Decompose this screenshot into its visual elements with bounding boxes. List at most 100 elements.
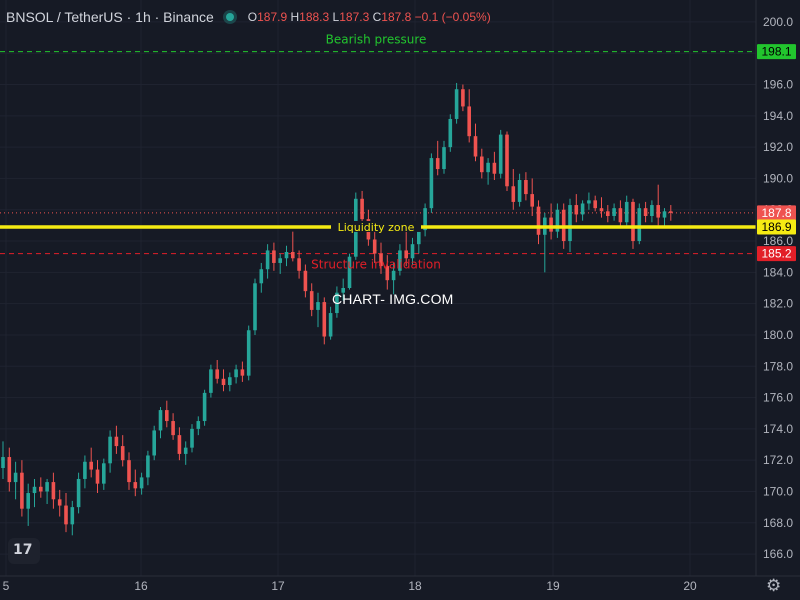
candle[interactable] [448,114,453,152]
candle[interactable] [278,253,282,274]
candle[interactable] [517,173,522,207]
candle[interactable] [32,478,37,508]
candle[interactable] [385,255,390,290]
candle[interactable] [303,264,308,298]
candle[interactable] [265,244,270,279]
candle[interactable] [580,200,585,221]
candle[interactable] [240,361,245,382]
candle[interactable] [511,169,516,210]
symbol-legend[interactable]: BNSOL / TetherUS · 1h · Binance O187.9 H… [6,8,491,26]
candle[interactable] [89,447,93,478]
candle[interactable] [461,84,465,112]
candle[interactable] [13,461,18,500]
candle[interactable] [650,200,654,223]
candle[interactable] [272,242,276,271]
candle[interactable] [624,195,629,226]
candle[interactable] [152,425,156,461]
candle[interactable] [593,195,597,212]
candle[interactable] [57,489,62,517]
candle[interactable] [637,203,642,245]
candle[interactable] [435,140,440,176]
candle[interactable] [467,89,471,143]
candle[interactable] [114,425,119,454]
candle[interactable] [196,416,201,436]
candle[interactable] [442,140,446,174]
candle[interactable] [51,472,56,509]
candle[interactable] [612,203,616,221]
candle[interactable] [498,129,503,179]
candle[interactable] [656,184,660,226]
candle[interactable] [574,194,579,223]
candle[interactable] [177,427,182,461]
candle[interactable] [549,203,553,240]
candle[interactable] [228,372,232,392]
candle[interactable] [454,82,459,124]
candle[interactable] [183,441,188,465]
candle[interactable] [133,469,138,497]
candle[interactable] [524,172,528,201]
candle[interactable] [379,242,383,274]
candle[interactable] [171,413,175,440]
candle[interactable] [209,364,213,398]
candle[interactable] [253,278,257,335]
candle[interactable] [322,297,327,345]
candle[interactable] [26,483,30,526]
symbol-title[interactable]: BNSOL / TetherUS · 1h · Binance [6,9,214,25]
candle[interactable] [335,286,339,318]
candle[interactable] [83,455,87,489]
candle[interactable] [234,364,238,384]
candle[interactable] [669,205,673,221]
candle[interactable] [429,153,434,213]
candle[interactable] [259,262,264,293]
tradingview-logo[interactable]: 17 [8,538,40,564]
candle[interactable] [102,458,106,490]
time-axis[interactable]: 5 16 17 18 19 20 [3,579,697,593]
candle[interactable] [45,478,49,504]
candle[interactable] [423,203,427,237]
candle[interactable] [587,192,591,210]
candle[interactable] [486,158,490,185]
candle[interactable] [284,245,289,267]
candle[interactable] [146,450,150,486]
candle[interactable] [391,262,396,295]
candle[interactable] [1,441,5,479]
candle[interactable] [328,306,333,340]
candle[interactable] [341,278,345,301]
candle[interactable] [316,292,320,328]
candle[interactable] [372,226,377,263]
candle[interactable] [618,200,623,229]
candle[interactable] [139,472,144,495]
candle[interactable] [221,369,226,392]
candle[interactable] [410,237,415,265]
candle[interactable] [39,477,43,498]
candle[interactable] [297,250,301,279]
candle[interactable] [473,123,478,162]
candle[interactable] [127,452,131,490]
gear-icon[interactable]: ⚙ [766,576,782,596]
candle[interactable] [347,253,352,290]
candle[interactable] [158,406,163,439]
candle[interactable] [480,148,484,179]
candle[interactable] [202,389,207,426]
candle[interactable] [599,197,604,218]
candle[interactable] [76,472,81,514]
candles[interactable] [1,82,673,536]
candle[interactable] [606,205,610,223]
candle[interactable] [95,460,100,494]
candle[interactable] [120,435,125,467]
candle[interactable] [536,200,541,245]
candle[interactable] [309,283,314,317]
candle[interactable] [7,447,12,492]
candle[interactable] [70,500,75,536]
candle[interactable] [398,244,402,276]
candle[interactable] [108,430,112,473]
candle[interactable] [631,198,635,249]
candle[interactable] [555,203,560,238]
candle[interactable] [404,230,408,267]
candle[interactable] [20,460,24,517]
candle[interactable] [64,493,68,533]
candle[interactable] [215,360,219,384]
candle[interactable] [165,400,169,428]
candle[interactable] [190,424,194,453]
